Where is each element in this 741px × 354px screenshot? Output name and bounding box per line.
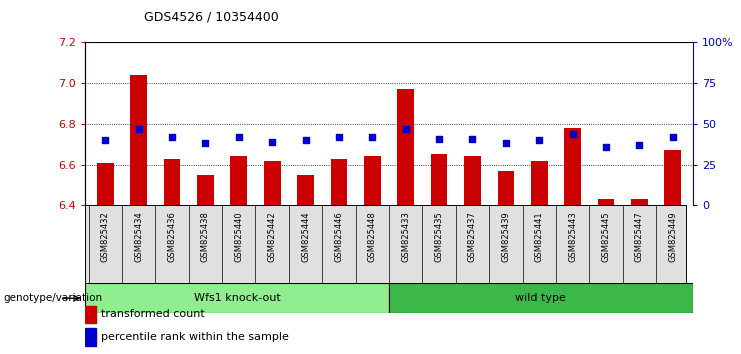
Bar (631, 199, 648, 205)
Point (199, 141, 211, 146)
Bar (364, 156, 381, 205)
Point (634, 142, 645, 148)
Bar (97, 162, 113, 205)
Text: genotype/variation: genotype/variation (4, 293, 103, 303)
Point (333, 134, 345, 140)
Bar (431, 154, 448, 205)
Bar (85, 306, 96, 323)
Bar (130, 75, 147, 205)
Point (366, 134, 378, 140)
Text: GSM825434: GSM825434 (134, 212, 143, 262)
Text: wild type: wild type (516, 293, 566, 303)
Bar (565, 128, 581, 205)
Text: percentile rank within the sample: percentile rank within the sample (101, 332, 289, 342)
Point (233, 134, 245, 140)
Text: GSM825448: GSM825448 (368, 212, 377, 262)
Point (534, 137, 545, 143)
Bar (85, 283, 389, 313)
Bar (389, 283, 693, 313)
Text: GSM825442: GSM825442 (268, 212, 276, 262)
Bar (397, 89, 414, 205)
Text: GDS4526 / 10354400: GDS4526 / 10354400 (144, 11, 279, 24)
Bar (85, 328, 96, 346)
Text: GSM825447: GSM825447 (635, 212, 644, 262)
Bar (531, 160, 548, 205)
Point (400, 126, 412, 132)
Text: GSM825446: GSM825446 (334, 212, 343, 262)
Text: GSM825445: GSM825445 (602, 212, 611, 262)
Point (433, 136, 445, 141)
Text: GSM825433: GSM825433 (401, 212, 411, 262)
Text: GSM825436: GSM825436 (167, 212, 176, 262)
Text: GSM825440: GSM825440 (234, 212, 243, 262)
Bar (665, 150, 681, 205)
Bar (230, 156, 247, 205)
Text: GSM825438: GSM825438 (201, 212, 210, 262)
Point (299, 137, 311, 143)
Bar (464, 156, 481, 205)
Text: GSM825437: GSM825437 (468, 212, 477, 262)
Bar (598, 199, 614, 205)
Point (500, 141, 512, 146)
Point (567, 131, 579, 137)
Text: GSM825435: GSM825435 (435, 212, 444, 262)
Text: GSM825443: GSM825443 (568, 212, 577, 262)
Point (467, 136, 479, 141)
Bar (330, 159, 348, 205)
Bar (297, 175, 314, 205)
Bar (164, 159, 180, 205)
Bar (497, 171, 514, 205)
Bar (264, 160, 281, 205)
Text: GSM825444: GSM825444 (301, 212, 310, 262)
Text: GSM825439: GSM825439 (502, 212, 511, 262)
Point (99, 137, 111, 143)
Point (266, 139, 278, 145)
Point (133, 126, 144, 132)
Text: GSM825449: GSM825449 (668, 212, 677, 262)
Text: GSM825441: GSM825441 (535, 212, 544, 262)
Point (667, 134, 679, 140)
Text: transformed count: transformed count (101, 309, 205, 319)
Bar (197, 175, 213, 205)
Point (600, 144, 612, 149)
Point (166, 134, 178, 140)
Text: Wfs1 knock-out: Wfs1 knock-out (193, 293, 281, 303)
Text: GSM825432: GSM825432 (101, 212, 110, 262)
